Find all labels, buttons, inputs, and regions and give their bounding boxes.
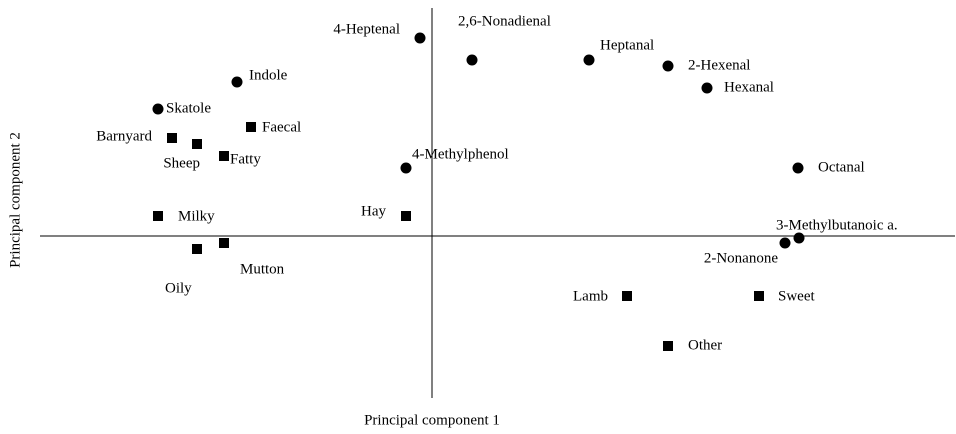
point-label: 2-Hexenal <box>688 57 750 73</box>
point-label: 4-Methylphenol <box>412 146 509 162</box>
point <box>466 54 478 66</box>
point <box>231 76 243 88</box>
point <box>662 60 674 72</box>
point-label: Fatty <box>230 151 261 167</box>
point-label: Heptanal <box>600 37 654 53</box>
point-label: Sweet <box>778 288 815 304</box>
point-label: Hay <box>361 203 386 219</box>
point-label: Other <box>688 337 722 353</box>
point <box>219 238 229 248</box>
point <box>192 139 202 149</box>
point-label: 2-Nonanone <box>704 250 778 266</box>
point-label: 3-Methylbutanoic a. <box>776 217 898 233</box>
point <box>663 341 673 351</box>
point-label: Hexanal <box>724 79 774 95</box>
point <box>153 211 163 221</box>
point-label: Skatole <box>166 100 211 116</box>
point <box>167 133 177 143</box>
y-axis-label: Principal component 2 <box>7 132 23 268</box>
point-label: Barnyard <box>96 128 152 144</box>
point <box>792 162 804 174</box>
x-axis-label: Principal component 1 <box>364 412 500 428</box>
point-label: Sheep <box>163 155 200 171</box>
point <box>400 162 412 174</box>
point <box>401 211 411 221</box>
point <box>583 54 595 66</box>
point-label: Lamb <box>573 288 608 304</box>
point-label: Milky <box>178 208 215 224</box>
point <box>414 32 426 44</box>
point-label: Indole <box>249 67 288 83</box>
point-label: Mutton <box>240 261 285 277</box>
point <box>622 291 632 301</box>
point-label: 4-Heptenal <box>333 21 400 37</box>
point <box>152 103 164 115</box>
point-label: 2,6-Nonadienal <box>458 13 551 29</box>
point-label: Oily <box>165 280 192 296</box>
point <box>246 122 256 132</box>
point <box>754 291 764 301</box>
point <box>219 151 229 161</box>
point-label: Octanal <box>818 159 865 175</box>
point <box>192 244 202 254</box>
point <box>779 237 791 249</box>
point-label: Faecal <box>262 119 301 135</box>
point <box>793 232 805 244</box>
point <box>701 82 713 94</box>
